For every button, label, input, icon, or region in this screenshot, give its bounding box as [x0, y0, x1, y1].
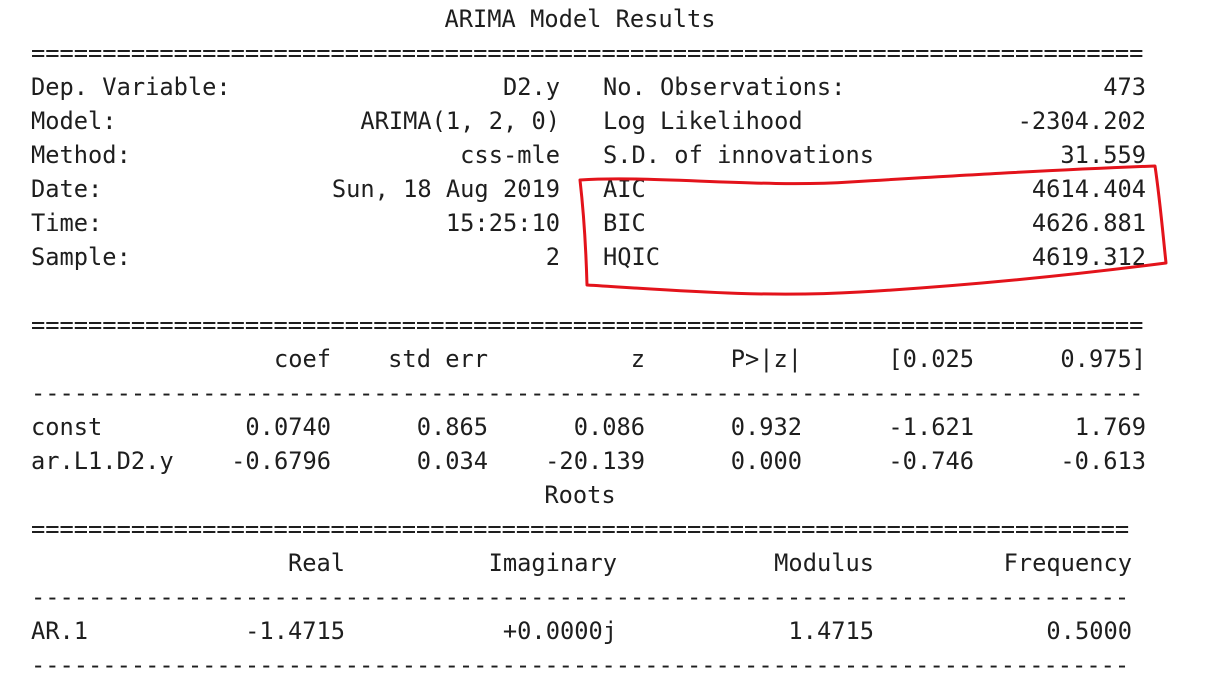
double-rule: ========================================…	[31, 39, 1144, 67]
roots-column-header: Imaginary	[488, 549, 617, 577]
summary-right-value: 4619.312	[1031, 243, 1146, 271]
single-rule: ----------------------------------------…	[31, 651, 1130, 679]
summary-right-label: BIC	[603, 209, 646, 237]
coef-cell: 1.769	[1074, 413, 1146, 441]
summary-left-label: Date:	[31, 175, 103, 203]
coef-cell: -0.746	[888, 447, 974, 475]
coef-column-header: coef	[273, 345, 331, 373]
coef-column-header: 0.975]	[1060, 345, 1146, 373]
roots-column-header: Modulus	[774, 549, 874, 577]
coef-cell: 0.932	[730, 413, 802, 441]
coef-cell: -0.613	[1060, 447, 1146, 475]
summary-left-value: D2.y	[502, 73, 560, 101]
summary-left-label: Model:	[31, 107, 117, 135]
coef-cell: -20.139	[545, 447, 645, 475]
roots-row-name: AR.1	[31, 617, 89, 645]
coef-table-row: ar.L1.D2.y -0.6796 0.034 -20.139 0.000 -0.746…	[0, 444, 1209, 478]
coef-table-row: const 0.0740 0.865 0.086 0.932 -1.621 1.769	[0, 410, 1209, 444]
roots-title: Roots	[544, 481, 616, 509]
summary-row: Method: css-mle S.D. of innovations 31.559	[0, 138, 1209, 172]
summary-right-value: -2304.202	[1017, 107, 1146, 135]
summary-left-value: Sun, 18 Aug 2019	[331, 175, 560, 203]
roots-cell: 0.5000	[1046, 617, 1132, 645]
coef-cell: -0.6796	[231, 447, 331, 475]
summary-row: Dep. Variable: D2.y No. Observations: 473	[0, 70, 1209, 104]
coef-cell: 0.865	[416, 413, 488, 441]
summary-left-value: css-mle	[460, 141, 560, 169]
coef-column-header: [0.025	[888, 345, 974, 373]
roots-table-header: Real Imaginary Modulus Frequency	[0, 546, 1209, 580]
summary-row: Sample: 2 HQIC 4619.312	[0, 240, 1209, 274]
summary-right-value: 473	[1103, 73, 1146, 101]
coef-cell: 0.034	[416, 447, 488, 475]
summary-right-label: No. Observations:	[603, 73, 846, 101]
summary-left-value: ARIMA(1, 2, 0)	[360, 107, 560, 135]
roots-column-header: Frequency	[1003, 549, 1132, 577]
coef-cell: 0.000	[730, 447, 802, 475]
double-rule: ========================================…	[31, 311, 1144, 339]
single-rule: ----------------------------------------…	[31, 583, 1130, 611]
single-rule: ----------------------------------------…	[31, 379, 1144, 407]
summary-left-value: 2	[545, 243, 560, 271]
summary-left-label: Dep. Variable:	[31, 73, 231, 101]
summary-right-value: 4614.404	[1031, 175, 1146, 203]
roots-cell: 1.4715	[788, 617, 874, 645]
coef-column-header: z	[630, 345, 645, 373]
summary-right-label: AIC	[603, 175, 646, 203]
roots-column-header: Real	[287, 549, 345, 577]
coef-cell: 0.0740	[245, 413, 331, 441]
coef-column-header: std err	[388, 345, 488, 373]
summary-right-label: S.D. of innovations	[603, 141, 874, 169]
double-rule: ========================================…	[31, 515, 1130, 543]
roots-cell: +0.0000j	[502, 617, 617, 645]
summary-right-value: 4626.881	[1031, 209, 1146, 237]
summary-left-label: Time:	[31, 209, 103, 237]
roots-table-row: AR.1 -1.4715 +0.0000j 1.4715 0.5000	[0, 614, 1209, 648]
coef-table-header: coef std err z P>|z| [0.025 0.975]	[0, 342, 1209, 376]
summary-row: Time: 15:25:10 BIC 4626.881	[0, 206, 1209, 240]
coef-cell: -1.621	[888, 413, 974, 441]
summary-right-label: Log Likelihood	[603, 107, 803, 135]
summary-right-label: HQIC	[603, 243, 661, 271]
summary-row: Model: ARIMA(1, 2, 0) Log Likelihood -2304.…	[0, 104, 1209, 138]
summary-right-value: 31.559	[1060, 141, 1146, 169]
coef-row-name: const	[31, 413, 103, 441]
coef-column-header: P>|z|	[730, 345, 802, 373]
summary-left-label: Method:	[31, 141, 131, 169]
summary-row: Date: Sun, 18 Aug 2019 AIC 4614.404	[0, 172, 1209, 206]
roots-cell: -1.4715	[245, 617, 345, 645]
summary-left-label: Sample:	[31, 243, 131, 271]
results-title: ARIMA Model Results	[444, 5, 716, 33]
summary-left-value: 15:25:10	[445, 209, 560, 237]
coef-cell: 0.086	[573, 413, 645, 441]
coef-row-name: ar.L1.D2.y	[31, 447, 174, 475]
